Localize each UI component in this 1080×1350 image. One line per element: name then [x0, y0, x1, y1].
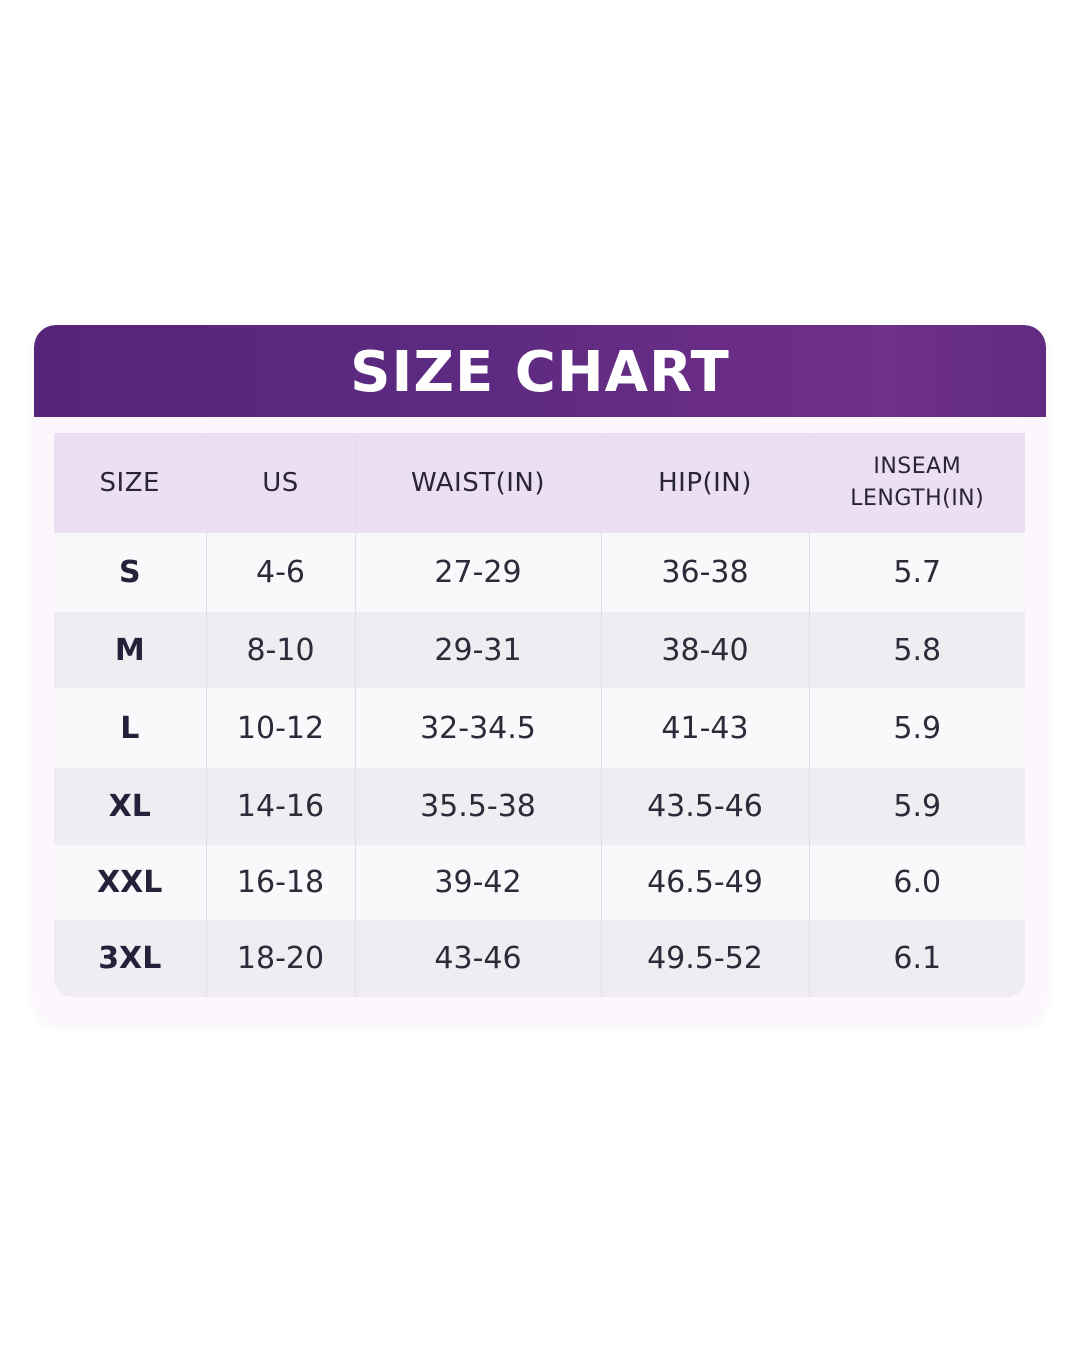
cell-us: 4-6: [206, 533, 356, 612]
cell-hip: 46.5-49: [601, 845, 810, 920]
header-size: SIZE: [54, 433, 207, 533]
cell-inseam: 5.8: [809, 612, 1025, 688]
size-table: SIZE US WAIST(IN) HIP(IN) INSEAM LENGTH(…: [54, 433, 1025, 997]
cell-waist: 27-29: [355, 533, 602, 612]
cell-hip: 38-40: [601, 612, 810, 688]
header-inseam-line2: LENGTH(IN): [850, 486, 985, 511]
cell-waist: 43-46: [355, 920, 602, 997]
cell-hip: 49.5-52: [601, 920, 810, 997]
header-hip: HIP(IN): [601, 433, 810, 533]
cell-inseam: 6.0: [809, 845, 1025, 920]
cell-inseam: 5.9: [809, 768, 1025, 845]
header-inseam: INSEAM LENGTH(IN): [809, 433, 1025, 533]
cell-waist: 39-42: [355, 845, 602, 920]
cell-size: S: [54, 533, 207, 612]
cell-inseam: 5.7: [809, 533, 1025, 612]
cell-waist: 29-31: [355, 612, 602, 688]
page-title: SIZE CHART: [350, 339, 730, 405]
size-table-wrapper: SIZE US WAIST(IN) HIP(IN) INSEAM LENGTH(…: [54, 433, 1025, 997]
cell-hip: 36-38: [601, 533, 810, 612]
cell-waist: 35.5-38: [355, 768, 602, 845]
cell-size: 3XL: [54, 920, 207, 997]
cell-size: XL: [54, 768, 207, 845]
size-chart-card: SIZE CHART SIZE US WAIST(IN) HIP(IN) INS…: [34, 325, 1046, 1023]
cell-inseam: 5.9: [809, 688, 1025, 768]
cell-size: XXL: [54, 845, 207, 920]
cell-size: L: [54, 688, 207, 768]
table-row: 3XL 18-20 43-46 49.5-52 6.1: [54, 920, 1025, 997]
header-waist: WAIST(IN): [355, 433, 602, 533]
title-banner: SIZE CHART: [34, 325, 1046, 417]
cell-hip: 41-43: [601, 688, 810, 768]
cell-inseam: 6.1: [809, 920, 1025, 997]
table-row: XXL 16-18 39-42 46.5-49 6.0: [54, 845, 1025, 920]
header-us: US: [206, 433, 356, 533]
table-row: XL 14-16 35.5-38 43.5-46 5.9: [54, 768, 1025, 845]
cell-us: 14-16: [206, 768, 356, 845]
cell-us: 8-10: [206, 612, 356, 688]
cell-us: 16-18: [206, 845, 356, 920]
cell-hip: 43.5-46: [601, 768, 810, 845]
table-row: M 8-10 29-31 38-40 5.8: [54, 612, 1025, 688]
cell-waist: 32-34.5: [355, 688, 602, 768]
cell-us: 10-12: [206, 688, 356, 768]
cell-us: 18-20: [206, 920, 356, 997]
table-header-row: SIZE US WAIST(IN) HIP(IN) INSEAM LENGTH(…: [54, 433, 1025, 533]
table-row: L 10-12 32-34.5 41-43 5.9: [54, 688, 1025, 768]
table-row: S 4-6 27-29 36-38 5.7: [54, 533, 1025, 612]
cell-size: M: [54, 612, 207, 688]
header-inseam-line1: INSEAM: [873, 454, 962, 479]
